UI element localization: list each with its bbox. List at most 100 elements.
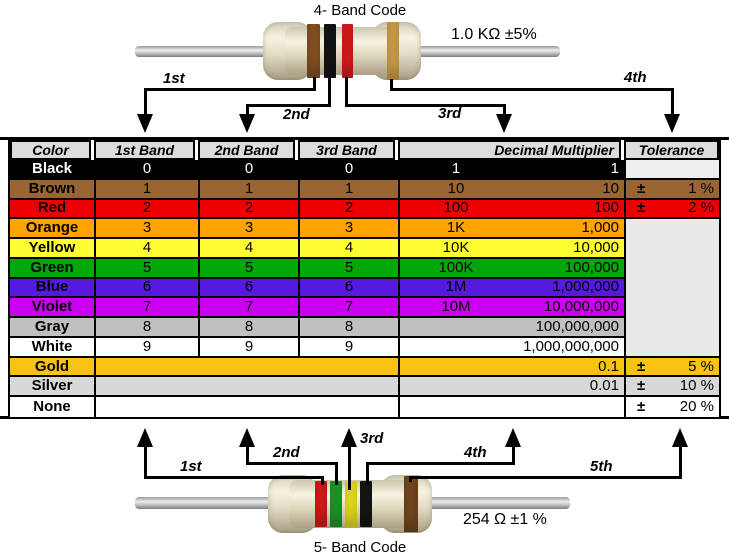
- band-3-digit-cell: 6: [298, 278, 398, 299]
- band-merged-cell: [94, 397, 398, 417]
- arrow-segment: [409, 476, 682, 479]
- arrow-segment: [671, 88, 674, 116]
- table-row: Gray 8 8 8 100,000,000: [10, 318, 719, 338]
- color-name-cell: Orange: [10, 219, 94, 240]
- multiplier-cell: 0.01: [398, 377, 624, 398]
- arrow-segment: [335, 462, 338, 485]
- multiplier-cell: 0.1: [398, 357, 624, 378]
- multiplier-long-value: 1: [610, 159, 619, 177]
- band-3rd-yellow: [345, 481, 357, 527]
- top-arrow-label-3rd: 3rd: [438, 105, 462, 122]
- arrow-segment: [345, 77, 348, 106]
- five-band-title: 5- Band Code: [313, 539, 407, 556]
- multiplier-long-value: 100,000: [564, 258, 619, 276]
- tolerance-cell: ±20 %: [624, 397, 719, 417]
- tolerance-value: 5 %: [688, 357, 714, 375]
- arrow-segment: [390, 88, 674, 91]
- table-bottom-border: [0, 416, 729, 419]
- up-arrowhead-icon: [341, 428, 357, 447]
- band-merged-cell: [94, 377, 398, 398]
- band-2nd-black: [324, 24, 336, 78]
- table-row: Violet 7 7 7 10M 10,000,000: [10, 298, 719, 319]
- multiplier-cell: [398, 397, 624, 417]
- down-arrowhead-icon: [239, 114, 255, 133]
- table-row: Black 0 0 0 1 1: [10, 160, 719, 180]
- five-band-resistor: [268, 475, 432, 533]
- multiplier-long-value: 0.01: [589, 377, 619, 395]
- table-top-border: [0, 137, 729, 140]
- tolerance-cell: ±1 %: [624, 179, 719, 200]
- band-2-digit-cell: 5: [198, 258, 298, 279]
- plus-minus-sign: ±: [637, 199, 646, 217]
- tolerance-cell: [624, 298, 719, 319]
- color-name-cell: Black: [10, 160, 94, 180]
- arrow-segment: [313, 77, 316, 90]
- table-row: Silver 0.01 ±10 %: [10, 377, 719, 398]
- band-1-digit-cell: 1: [94, 179, 198, 200]
- multiplier-long-value: 1,000,000,000: [523, 337, 619, 355]
- table-row: None ±20 %: [10, 397, 719, 417]
- multiplier-short-value: 1: [451, 159, 461, 177]
- table-row: Brown 1 1 1 10 10 ±1 %: [10, 179, 719, 200]
- arrow-segment: [345, 104, 506, 107]
- arrow-segment: [390, 79, 393, 90]
- plus-minus-sign: ±: [637, 179, 646, 197]
- band-2-digit-cell: 1: [198, 179, 298, 200]
- multiplier-long-value: 10: [602, 179, 619, 197]
- color-code-table: Color 1st Band 2nd Band 3rd Band Decimal…: [8, 140, 721, 417]
- header-1st-band: 1st Band: [94, 140, 195, 160]
- multiplier-long-value: 10,000: [573, 238, 619, 256]
- band-1st-brown: [307, 24, 320, 78]
- multiplier-long-value: 100,000,000: [535, 318, 619, 335]
- band-1-digit-cell: 6: [94, 278, 198, 299]
- color-name-cell: Yellow: [10, 239, 94, 259]
- table-row: White 9 9 9 1,000,000,000: [10, 337, 719, 358]
- multiplier-cell: 10M 10,000,000: [398, 298, 624, 319]
- tolerance-cell: [624, 278, 719, 299]
- band-1-digit-cell: 2: [94, 199, 198, 220]
- band-2-digit-cell: 4: [198, 239, 298, 259]
- five-band-value-label: 254 Ω ±1 %: [463, 511, 547, 528]
- band-5th-brown: [404, 476, 418, 532]
- arrow-segment: [246, 445, 249, 465]
- bottom-arrow-label-4th: 4th: [464, 444, 487, 461]
- down-arrowhead-icon: [496, 114, 512, 133]
- tolerance-cell: [624, 160, 719, 180]
- table-header-row: Color 1st Band 2nd Band 3rd Band Decimal…: [10, 140, 719, 160]
- table-row: Green 5 5 5 100K 100,000: [10, 258, 719, 279]
- arrow-segment: [512, 445, 515, 465]
- multiplier-long-value: 100: [593, 199, 619, 217]
- arrow-segment: [144, 88, 147, 116]
- header-2nd-band: 2nd Band: [198, 140, 295, 160]
- color-name-cell: Blue: [10, 278, 94, 299]
- table-body: Black 0 0 0 1 1 Brown 1 1 1 10 10 ±1 % Red 2 2 2 100 100 ±2…: [10, 160, 719, 417]
- band-1-digit-cell: 9: [94, 337, 198, 358]
- band-3-digit-cell: 5: [298, 258, 398, 279]
- table-row: Orange 3 3 3 1K 1,000: [10, 219, 719, 240]
- color-name-cell: Gold: [10, 357, 94, 378]
- multiplier-cell: 10K 10,000: [398, 239, 624, 259]
- color-name-cell: Green: [10, 258, 94, 279]
- arrow-segment: [409, 476, 412, 482]
- band-2-digit-cell: 9: [198, 337, 298, 358]
- band-4th-black: [360, 481, 372, 527]
- plus-minus-sign: ±: [637, 357, 646, 375]
- color-name-cell: White: [10, 337, 94, 358]
- band-merged-cell: [94, 357, 398, 378]
- band-2-digit-cell: 7: [198, 298, 298, 319]
- color-name-cell: Gray: [10, 318, 94, 338]
- top-arrow-label-4th: 4th: [624, 69, 647, 86]
- band-3-digit-cell: 1: [298, 179, 398, 200]
- multiplier-short-value: 10K: [442, 238, 470, 256]
- bottom-arrow-label-5th: 5th: [590, 458, 613, 475]
- band-1-digit-cell: 5: [94, 258, 198, 279]
- color-name-cell: Brown: [10, 179, 94, 200]
- band-3-digit-cell: 4: [298, 239, 398, 259]
- multiplier-cell: 1,000,000,000: [398, 337, 624, 358]
- multiplier-short-value: 100: [443, 199, 469, 217]
- multiplier-long-value: 0.1: [598, 357, 619, 375]
- band-3rd-red: [342, 24, 353, 78]
- band-2nd-green: [330, 481, 342, 527]
